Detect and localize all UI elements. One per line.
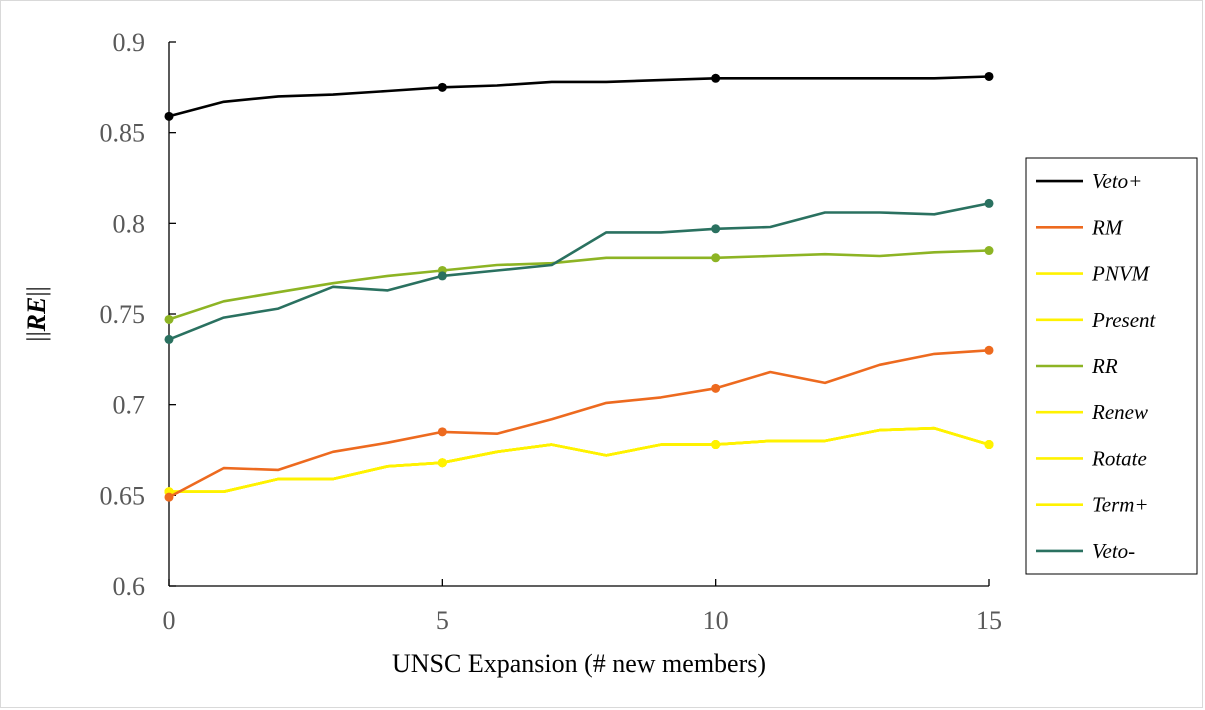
series-point-veto bbox=[984, 198, 994, 208]
series-point-rr bbox=[984, 246, 994, 256]
y-tick-label: 0.75 bbox=[100, 300, 146, 329]
series-line-rotate bbox=[169, 426, 990, 494]
legend-label-rr: RR bbox=[1091, 354, 1118, 378]
legend-label-term-plus: Term+ bbox=[1092, 493, 1149, 517]
y-tick-label: 0.9 bbox=[113, 28, 146, 57]
legend-label-present: Present bbox=[1091, 308, 1157, 332]
series-point-veto bbox=[164, 334, 174, 344]
series-layer bbox=[164, 71, 994, 502]
series-point-rm bbox=[164, 492, 174, 502]
y-axis-title-pre: || bbox=[22, 331, 51, 341]
y-tick-label: 0.65 bbox=[100, 481, 146, 510]
legend-label-renew: Renew bbox=[1091, 400, 1148, 424]
y-axis-title-mid: RE bbox=[22, 297, 51, 333]
x-tick-label: 15 bbox=[976, 606, 1002, 635]
axes: 0.6 0.65 0.7 0.75 0.8 0.85 0.9 0 5 10 15 bbox=[100, 28, 1003, 635]
series-point-veto-plus bbox=[164, 111, 174, 121]
series-point-rm bbox=[437, 427, 447, 437]
x-axis-title: UNSC Expansion (# new members) bbox=[392, 649, 766, 678]
series-point-term-plus bbox=[437, 458, 447, 468]
series-line-veto bbox=[168, 202, 990, 341]
y-tick-label: 0.7 bbox=[113, 391, 146, 420]
series-point-veto bbox=[437, 271, 447, 281]
series-point-term-plus bbox=[711, 440, 721, 450]
series-point-veto-plus bbox=[984, 71, 994, 81]
legend-label-veto: Veto- bbox=[1092, 539, 1135, 563]
series-line-rm bbox=[168, 349, 990, 499]
y-tick-label: 0.85 bbox=[100, 119, 146, 148]
series-line-renew bbox=[169, 426, 990, 494]
y-axis-title: ||RE|| bbox=[22, 286, 51, 342]
x-tick-label: 0 bbox=[163, 606, 176, 635]
series-point-veto bbox=[711, 224, 721, 234]
legend-label-rotate: Rotate bbox=[1091, 446, 1147, 470]
series-point-veto-plus bbox=[711, 73, 721, 83]
legend-label-pnvm: PNVM bbox=[1091, 262, 1151, 286]
series-line-rr bbox=[168, 249, 990, 321]
series-line-veto-plus bbox=[168, 75, 990, 118]
y-tick-label: 0.8 bbox=[113, 209, 146, 238]
legend-label-rm: RM bbox=[1091, 215, 1124, 239]
series-line-present bbox=[169, 426, 990, 494]
series-point-rr bbox=[711, 253, 721, 263]
series-point-veto-plus bbox=[437, 82, 447, 92]
y-tick-label: 0.6 bbox=[113, 572, 146, 601]
legend: Veto+ RM PNVM Present RR Renew Rotate Term+ Veto… bbox=[1025, 157, 1198, 575]
y-axis-title-post: || bbox=[22, 286, 51, 296]
series-line-term-plus bbox=[169, 426, 990, 494]
series-point-term-plus bbox=[984, 440, 994, 450]
x-tick-label: 10 bbox=[703, 606, 729, 635]
series-point-rm bbox=[711, 383, 721, 393]
legend-label-veto-plus: Veto+ bbox=[1092, 169, 1142, 193]
series-line-pnvm bbox=[169, 426, 990, 494]
x-tick-label: 5 bbox=[436, 606, 449, 635]
series-point-rm bbox=[984, 345, 994, 355]
series-point-rr bbox=[164, 314, 174, 324]
